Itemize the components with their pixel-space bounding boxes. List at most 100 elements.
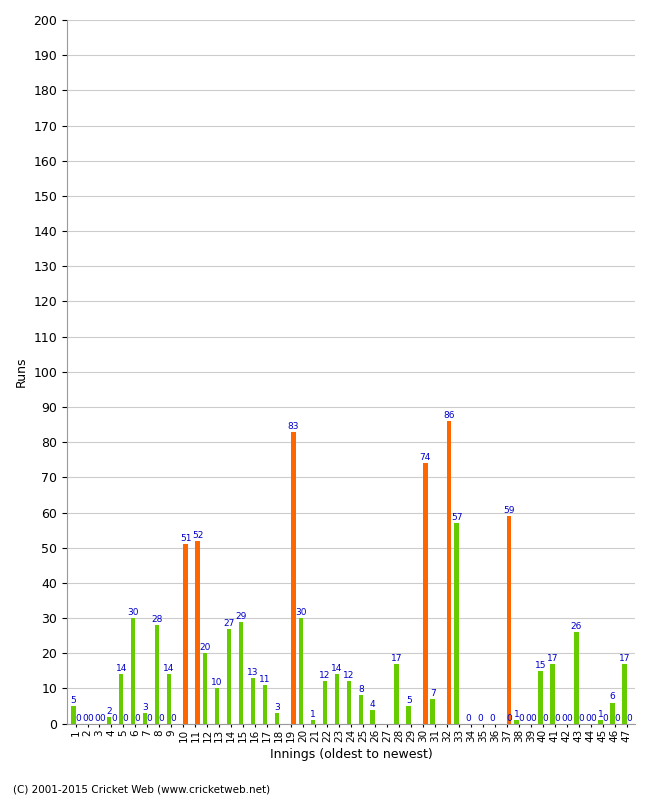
Bar (610, 702, 615, 724)
Text: 0: 0 (94, 714, 100, 722)
Text: 13: 13 (247, 668, 259, 677)
Text: 0: 0 (489, 714, 495, 722)
Text: 27: 27 (224, 618, 235, 627)
Text: 3: 3 (274, 703, 280, 712)
Text: 52: 52 (192, 530, 203, 540)
Bar (275, 713, 280, 724)
Text: 0: 0 (99, 714, 105, 722)
Text: (C) 2001-2015 Cricket Web (www.cricketweb.net): (C) 2001-2015 Cricket Web (www.cricketwe… (13, 784, 270, 794)
Text: 51: 51 (180, 534, 191, 543)
Text: 4: 4 (370, 699, 376, 709)
Bar (251, 678, 255, 724)
Text: 17: 17 (547, 654, 558, 662)
Bar (227, 629, 231, 724)
Text: 0: 0 (135, 714, 140, 722)
Bar (167, 674, 172, 724)
Text: 5: 5 (406, 696, 411, 705)
Text: 12: 12 (343, 671, 354, 680)
Text: 0: 0 (614, 714, 620, 722)
Bar (514, 720, 519, 724)
Bar (183, 544, 188, 724)
Text: 0: 0 (87, 714, 93, 722)
Text: 83: 83 (288, 422, 299, 430)
Bar (107, 717, 112, 724)
Bar (359, 695, 363, 724)
Bar (131, 618, 135, 724)
Text: 1: 1 (514, 710, 519, 719)
Bar (155, 625, 159, 724)
Bar (298, 618, 303, 724)
Text: 0: 0 (562, 714, 567, 722)
Bar (423, 463, 428, 724)
Bar (119, 674, 124, 724)
Bar (263, 685, 267, 724)
Text: 0: 0 (602, 714, 608, 722)
Bar (203, 654, 207, 724)
Text: 14: 14 (331, 664, 343, 674)
Text: 0: 0 (586, 714, 592, 722)
Bar (239, 622, 243, 724)
Bar (447, 421, 452, 724)
Text: 2: 2 (107, 706, 112, 715)
Bar (507, 516, 512, 724)
Text: 0: 0 (147, 714, 153, 722)
Bar (214, 689, 219, 724)
Text: 11: 11 (259, 675, 270, 684)
Text: 0: 0 (554, 714, 560, 722)
Text: 0: 0 (530, 714, 536, 722)
Bar (143, 713, 148, 724)
Text: 28: 28 (151, 615, 162, 624)
Bar (370, 710, 375, 724)
Text: 3: 3 (142, 703, 148, 712)
Text: 30: 30 (295, 608, 307, 617)
Text: 59: 59 (503, 506, 515, 515)
Text: 7: 7 (430, 689, 436, 698)
Bar (406, 706, 411, 724)
Text: 0: 0 (123, 714, 129, 722)
Bar (71, 706, 75, 724)
Text: 1: 1 (310, 710, 316, 719)
Text: 8: 8 (358, 686, 363, 694)
Bar (346, 682, 351, 724)
Text: 20: 20 (200, 643, 211, 652)
Text: 6: 6 (610, 693, 616, 702)
Bar (574, 632, 578, 724)
Bar (550, 664, 554, 724)
Text: 17: 17 (391, 654, 402, 662)
Text: 0: 0 (111, 714, 116, 722)
Text: 14: 14 (116, 664, 127, 674)
Text: 57: 57 (451, 513, 462, 522)
Text: 0: 0 (75, 714, 81, 722)
Text: 26: 26 (571, 622, 582, 631)
Bar (430, 699, 435, 724)
Text: 5: 5 (70, 696, 76, 705)
Text: 12: 12 (319, 671, 331, 680)
Bar (196, 541, 200, 724)
Text: 14: 14 (163, 664, 175, 674)
Text: 0: 0 (626, 714, 632, 722)
Text: 74: 74 (419, 454, 431, 462)
Bar (622, 664, 627, 724)
Text: 0: 0 (83, 714, 88, 722)
Text: 0: 0 (566, 714, 572, 722)
Bar (291, 432, 296, 724)
Text: 15: 15 (535, 661, 546, 670)
Bar (538, 671, 543, 724)
Text: 0: 0 (590, 714, 596, 722)
Bar (598, 720, 603, 724)
Bar (395, 664, 399, 724)
Text: 0: 0 (526, 714, 531, 722)
Bar (322, 682, 327, 724)
Bar (454, 523, 459, 724)
Text: 17: 17 (619, 654, 630, 662)
Text: 0: 0 (478, 714, 484, 722)
Y-axis label: Runs: Runs (15, 357, 28, 387)
Text: 30: 30 (127, 608, 139, 617)
Text: 0: 0 (518, 714, 524, 722)
Text: 0: 0 (506, 714, 512, 722)
Bar (311, 720, 315, 724)
Bar (335, 674, 339, 724)
X-axis label: Innings (oldest to newest): Innings (oldest to newest) (270, 748, 432, 761)
Text: 0: 0 (159, 714, 164, 722)
Text: 0: 0 (465, 714, 471, 722)
